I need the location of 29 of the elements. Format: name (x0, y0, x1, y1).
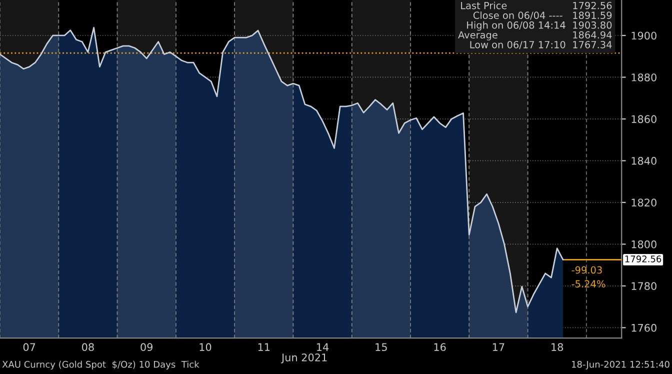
x-tick-label: 10 (200, 343, 212, 352)
x-tick-label: 07 (23, 343, 36, 352)
y-tick-label: 1780 (632, 282, 656, 290)
x-axis-title: Jun 2021 (280, 353, 327, 364)
y-tick-label: 1880 (632, 73, 656, 82)
x-tick-label: 16 (434, 343, 446, 352)
ref-line-label: 1792.56 (625, 256, 662, 262)
x-tick-label: 17 (492, 343, 504, 351)
y-tick-label: 1860 (632, 115, 656, 124)
text: 18-Jun-2021 12:51:40 (572, 360, 670, 370)
y-tick-label: 1760 (632, 324, 656, 332)
annotation: -99.03 (572, 266, 602, 274)
x-tick-label: 09 (140, 343, 152, 352)
y-tick-label: 1900 (632, 32, 656, 40)
text: XAU Curncy (Gold Spot $/Oz) 10 Days Tick (2, 360, 200, 370)
annotation: Close on 06/04 ---- 1891.59 (473, 11, 612, 20)
y-tick-label: 1800 (632, 240, 656, 248)
annotation: Low on 06/17 17:10 1767.34 (470, 40, 612, 50)
annotation: -5.24% (572, 280, 606, 288)
x-tick-label: 11 (258, 343, 270, 351)
annotation: Average 1864.94 (458, 31, 612, 40)
y-tick-label: 1820 (632, 198, 656, 207)
x-tick-label: 08 (82, 343, 94, 352)
x-tick-label: 15 (376, 343, 387, 352)
x-tick-label: 18 (552, 343, 564, 352)
annotation: Last Price 1792.56 (461, 2, 612, 10)
annotation: High on 06/08 14:14 1903.80 (467, 21, 612, 31)
y-tick-label: 1840 (632, 156, 656, 165)
x-tick-label: 14 (317, 343, 329, 351)
